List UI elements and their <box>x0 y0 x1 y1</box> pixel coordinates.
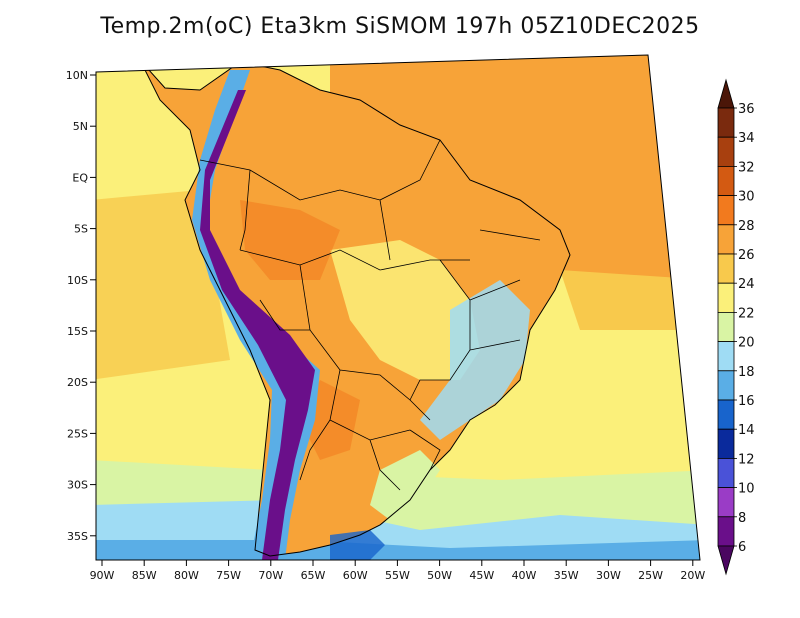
colorbar-segment <box>717 107 735 138</box>
ocean-band-colder <box>96 540 700 560</box>
lon-label: 30W <box>596 569 621 582</box>
colorbar-segment <box>717 165 735 196</box>
colorbar-segment <box>717 341 735 372</box>
map-field <box>96 55 700 560</box>
colorbar-segment <box>717 428 735 459</box>
lat-label: 10N <box>66 69 88 82</box>
colorbar-label: 24 <box>738 277 755 292</box>
lon-label: 65W <box>301 569 326 582</box>
colorbar-top-arrow <box>717 78 735 109</box>
colorbar-segment <box>717 224 735 255</box>
colorbar-label: 18 <box>738 365 755 380</box>
colorbar-label: 20 <box>738 336 755 351</box>
lat-label: 5N <box>73 120 88 133</box>
colorbar-segment <box>717 516 735 547</box>
lat-label: 5S <box>74 223 88 236</box>
pacific-north-band <box>96 62 210 160</box>
lat-label: EQ <box>72 171 88 184</box>
colorbar-label: 16 <box>738 394 755 409</box>
pacific-warm-band <box>96 190 230 380</box>
lat-label: 10S <box>67 274 88 287</box>
south-brazil-cool <box>370 450 440 520</box>
lon-label: 25W <box>638 569 663 582</box>
longitude-axis: 90W 85W 80W 75W 70W 65W 60W 55W 50W 45W 40W 35W 30W 2… <box>90 560 705 582</box>
colorbar-label: 12 <box>738 452 755 467</box>
andes-colder-ridge <box>200 90 315 560</box>
colorbar-segment <box>717 399 735 430</box>
amazon-hot-zone <box>240 200 340 280</box>
brazil-plateau-mild <box>330 240 480 380</box>
lon-label: 20W <box>680 569 705 582</box>
colorbar-label: 22 <box>738 306 755 321</box>
lon-label: 80W <box>174 569 199 582</box>
colorbar-segment <box>717 253 735 284</box>
lon-label: 85W <box>132 569 157 582</box>
lat-label: 35S <box>67 530 88 543</box>
lat-label: 15S <box>67 325 88 338</box>
ocean-band-tropical <box>330 55 700 300</box>
lon-label: 55W <box>385 569 410 582</box>
colorbar-segment <box>717 370 735 401</box>
lon-label: 35W <box>554 569 579 582</box>
colorbar-segment <box>717 487 735 518</box>
colorbar-segment <box>717 457 735 488</box>
country-borders <box>199 139 541 491</box>
colorbar-label: 32 <box>738 160 755 175</box>
colorbar-label: 26 <box>738 248 755 263</box>
lat-label: 25S <box>67 427 88 440</box>
ocean-band-yellow-orange <box>560 270 700 330</box>
map-title: Temp.2m(oC) Eta3km SiSMOM 197h 05Z10DEC2… <box>100 14 700 39</box>
colorbar-label: 36 <box>738 102 755 117</box>
patagonia-cold <box>330 530 385 560</box>
colorbar-label: 6 <box>738 540 746 555</box>
colorbar-segment <box>717 282 735 313</box>
colorbar-label: 30 <box>738 190 755 205</box>
colorbar-segment <box>717 136 735 167</box>
lon-label: 60W <box>343 569 368 582</box>
colorbar-label: 10 <box>738 482 755 497</box>
lat-label: 20S <box>67 376 88 389</box>
colorbar-segment <box>717 311 735 342</box>
lon-label: 70W <box>258 569 283 582</box>
colorbar-label: 28 <box>738 219 755 234</box>
lon-label: 90W <box>90 569 115 582</box>
colorbar-label: 34 <box>738 131 755 146</box>
latitude-axis: 10N 5N EQ 5S 10S 15S 20S 25S 30S 35S <box>66 69 96 543</box>
brazil-highlands-cool <box>420 280 530 440</box>
colorbar-label: 14 <box>738 423 755 438</box>
lon-label: 75W <box>216 569 241 582</box>
colorbar-label: 8 <box>738 511 746 526</box>
lat-label: 30S <box>67 479 88 492</box>
colorbar-bottom-arrow <box>717 545 735 576</box>
lon-label: 50W <box>427 569 452 582</box>
colorbar: 36 34 32 30 28 26 24 22 20 18 16 14 12 10 8 6 <box>717 78 755 576</box>
lon-label: 40W <box>512 569 537 582</box>
lon-label: 45W <box>469 569 494 582</box>
colorbar-segment <box>717 195 735 226</box>
continent-outline <box>139 59 571 557</box>
